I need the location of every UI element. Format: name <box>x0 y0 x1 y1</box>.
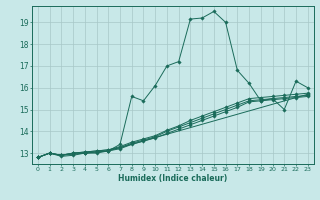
X-axis label: Humidex (Indice chaleur): Humidex (Indice chaleur) <box>118 174 228 183</box>
